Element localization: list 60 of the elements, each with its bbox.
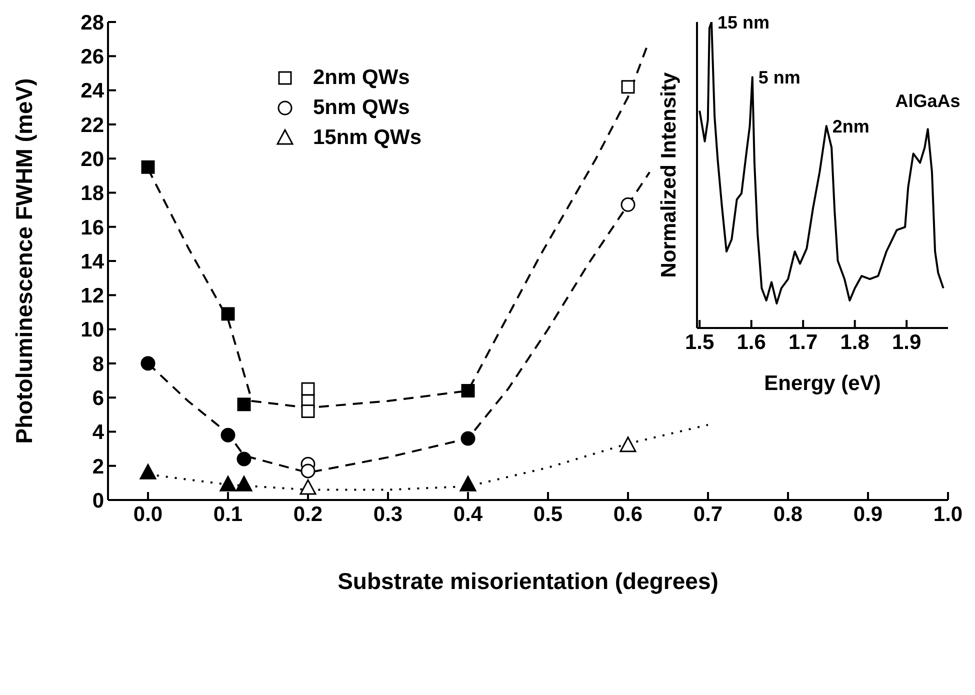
point — [237, 398, 251, 412]
annotation: 2nm — [832, 116, 870, 136]
point — [236, 452, 252, 466]
x-axis-title: Energy (eV) — [764, 372, 881, 395]
y-tick-label: 16 — [80, 216, 104, 240]
point — [620, 197, 636, 212]
point — [140, 464, 156, 480]
y-tick-label: 4 — [92, 421, 104, 444]
annotation: 5 nm — [758, 67, 800, 88]
point — [461, 384, 475, 398]
x-tick-label: 0.8 — [773, 502, 803, 526]
point — [140, 356, 156, 371]
x-tick-label: 1.0 — [933, 502, 963, 526]
x-tick-label: 0.6 — [613, 502, 643, 526]
legend-label: 2nm QWs — [313, 66, 410, 90]
annotation: 15 nm — [717, 12, 770, 32]
point — [301, 404, 315, 418]
x-tick-label: 0.2 — [293, 502, 323, 526]
point — [300, 464, 316, 478]
point — [621, 80, 635, 94]
y-axis-title: Normalized Intensity — [657, 72, 680, 278]
point — [460, 476, 476, 492]
point — [220, 428, 236, 442]
x-axis-title: Substrate misorientation (degrees) — [338, 568, 718, 594]
x-tick-label: 1.5 — [684, 330, 714, 354]
legend-label: 5nm QWs — [313, 96, 410, 120]
point — [221, 307, 235, 321]
y-tick-label: 28 — [80, 11, 104, 34]
x-tick-label: 0.9 — [853, 502, 883, 526]
x-tick-label: 0.4 — [453, 502, 483, 526]
point — [236, 476, 252, 492]
y-tick-label: 14 — [80, 250, 104, 274]
point — [220, 476, 236, 492]
legend-label: 15nm QWs — [313, 126, 422, 150]
x-tick-label: 1.6 — [736, 330, 766, 354]
x-tick-label: 0.3 — [373, 502, 403, 526]
x-tick-label: 1.9 — [892, 330, 922, 354]
y-tick-label: 18 — [80, 182, 104, 206]
point — [141, 160, 155, 174]
point — [620, 436, 636, 452]
y-tick-label: 12 — [80, 284, 104, 308]
y-axis-title: Photoluminescence FWHM (meV) — [11, 78, 38, 444]
y-tick-label: 26 — [80, 46, 104, 69]
annotation: AlGaAs — [895, 91, 960, 112]
y-tick-label: 22 — [80, 114, 104, 137]
x-tick-label: 0.5 — [533, 502, 563, 526]
y-tick-label: 24 — [80, 80, 104, 103]
point — [460, 431, 476, 446]
x-tick-label: 0.7 — [693, 502, 723, 526]
x-tick-label: 0.0 — [133, 502, 163, 526]
x-tick-label: 0.1 — [213, 502, 243, 526]
y-tick-label: 10 — [80, 318, 104, 342]
y-tick-label: 0 — [92, 489, 104, 512]
y-tick-label: 20 — [80, 148, 104, 172]
y-tick-label: 6 — [92, 387, 104, 410]
y-tick-label: 2 — [92, 455, 104, 478]
x-tick-label: 1.8 — [840, 330, 870, 354]
point — [300, 479, 316, 495]
x-tick-label: 1.7 — [788, 330, 818, 354]
y-tick-label: 8 — [92, 352, 104, 376]
